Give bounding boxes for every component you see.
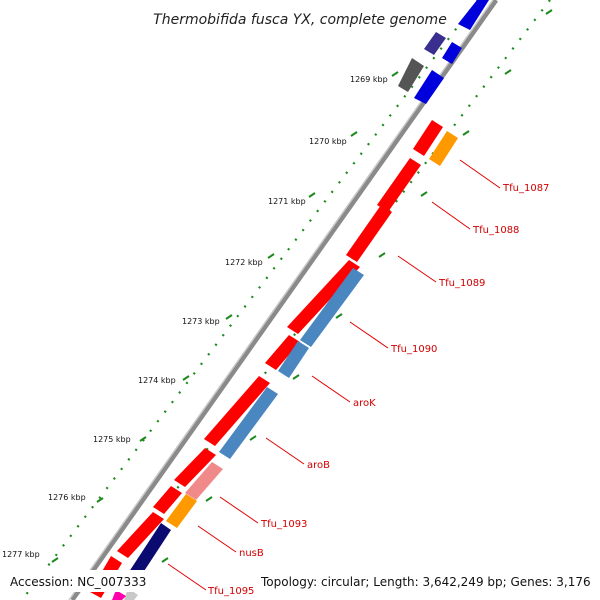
kbp-label: 1275 kbp bbox=[93, 435, 131, 444]
kbp-labels: 1269 kbp 1270 kbp 1271 kbp 1272 kbp 1273… bbox=[2, 75, 388, 559]
kbp-label: 1272 kbp bbox=[225, 258, 263, 267]
major-ticks bbox=[51, 71, 399, 563]
accession-bg bbox=[0, 570, 148, 592]
leader-line bbox=[459, 159, 501, 189]
gene-feature bbox=[265, 335, 300, 370]
outer-lane-genes bbox=[112, 131, 458, 600]
gene-feature bbox=[185, 462, 223, 500]
major-tick bbox=[225, 314, 233, 320]
gene-label-nusb: nusB bbox=[239, 548, 264, 559]
major-tick bbox=[182, 375, 190, 381]
inner-dotted-ring bbox=[21, 0, 479, 600]
tick bbox=[378, 252, 386, 258]
topology-bg bbox=[256, 570, 600, 592]
major-tick bbox=[391, 71, 399, 77]
major-tick bbox=[308, 192, 316, 198]
tick bbox=[420, 191, 428, 197]
major-tick bbox=[350, 131, 358, 137]
leader-line bbox=[265, 437, 305, 465]
gene-label-arok: aroK bbox=[353, 398, 376, 409]
leader-line bbox=[349, 321, 389, 349]
tick bbox=[504, 69, 512, 75]
gene-label-tfu-1093: Tfu_1093 bbox=[260, 519, 307, 530]
accession-text: Accession: NC_007333 bbox=[10, 575, 146, 589]
gene-label-tfu-1087: Tfu_1087 bbox=[502, 183, 549, 194]
gene-feature bbox=[287, 260, 360, 334]
tick bbox=[249, 435, 257, 441]
kbp-label: 1276 kbp bbox=[48, 493, 86, 502]
gene-feature bbox=[278, 341, 309, 378]
gene-feature bbox=[458, 0, 489, 30]
gene-feature bbox=[300, 268, 364, 347]
gene-feature bbox=[413, 120, 443, 156]
tick bbox=[292, 374, 300, 380]
gene-leaders bbox=[167, 159, 501, 591]
gene-feature bbox=[204, 376, 270, 446]
gene-feature bbox=[398, 58, 424, 92]
top-genes bbox=[398, 0, 489, 104]
tick bbox=[462, 130, 470, 136]
major-tick bbox=[139, 436, 147, 442]
gene-label-tfu-1095: Tfu_1095 bbox=[207, 586, 254, 597]
gene-label-tfu-1089: Tfu_1089 bbox=[438, 278, 485, 289]
kbp-label: 1277 kbp bbox=[2, 550, 40, 559]
gene-feature bbox=[174, 448, 216, 487]
gene-label-tfu-1088: Tfu_1088 bbox=[472, 225, 519, 236]
kbp-label: 1271 kbp bbox=[268, 197, 306, 206]
leader-line bbox=[311, 375, 351, 403]
gene-feature bbox=[377, 158, 421, 212]
gene-feature bbox=[346, 205, 392, 262]
tick bbox=[335, 313, 343, 319]
gene-feature bbox=[117, 512, 164, 558]
inner-lane-genes bbox=[90, 120, 443, 598]
gene-label-tfu-1090: Tfu_1090 bbox=[390, 344, 437, 355]
leader-line bbox=[219, 496, 259, 524]
major-tick bbox=[267, 253, 275, 259]
leader-line bbox=[397, 255, 437, 283]
kbp-label: 1269 kbp bbox=[350, 75, 388, 84]
gene-feature bbox=[153, 486, 182, 514]
gene-feature bbox=[424, 32, 446, 55]
tick bbox=[161, 557, 169, 563]
major-tick bbox=[96, 497, 104, 503]
gene-feature bbox=[219, 387, 278, 459]
leader-line bbox=[431, 201, 471, 230]
tick bbox=[545, 9, 553, 15]
gene-feature bbox=[166, 494, 197, 528]
gene-feature bbox=[442, 42, 462, 64]
gene-label-arob: aroB bbox=[307, 460, 330, 471]
leader-line bbox=[197, 525, 237, 553]
gene-feature bbox=[429, 131, 458, 166]
gene-feature bbox=[414, 70, 444, 104]
topology-text: Topology: circular; Length: 3,642,249 bp… bbox=[260, 575, 591, 589]
outer-right-ticks bbox=[161, 9, 553, 563]
map-title: Thermobifida fusca YX, complete genome bbox=[153, 12, 447, 28]
gene-labels: Tfu_1087 Tfu_1088 Tfu_1089 Tfu_1090 aroK… bbox=[207, 183, 549, 597]
major-tick bbox=[51, 557, 59, 563]
kbp-label: 1270 kbp bbox=[309, 137, 347, 146]
kbp-label: 1274 kbp bbox=[138, 376, 176, 385]
tick bbox=[205, 496, 213, 502]
kbp-label: 1273 kbp bbox=[182, 317, 220, 326]
gene-feature bbox=[112, 590, 126, 600]
leader-line bbox=[167, 563, 207, 591]
